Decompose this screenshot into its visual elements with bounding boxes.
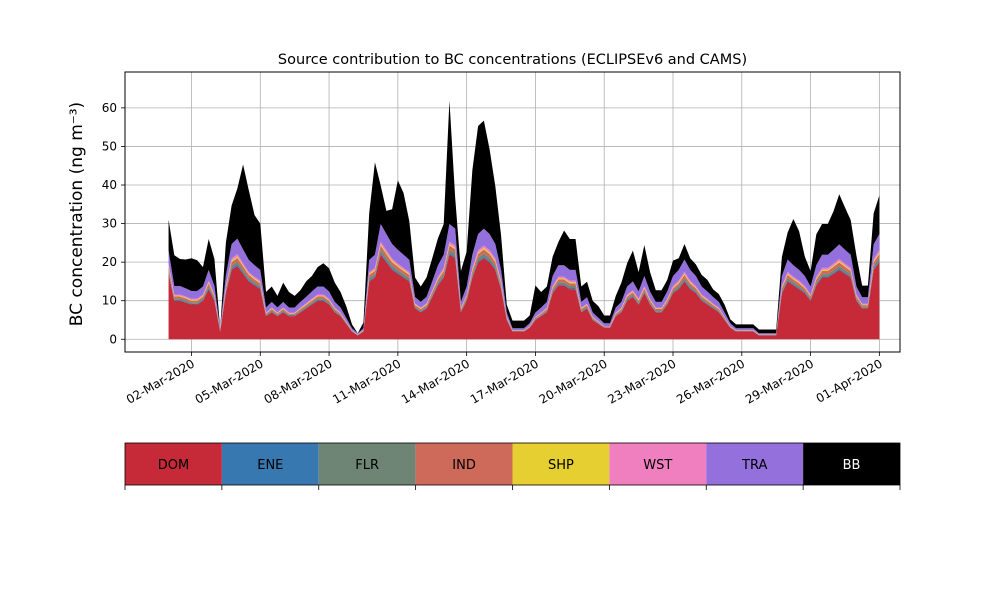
x-tick-label: 23-Mar-2020 xyxy=(605,356,678,406)
y-tick-label: 30 xyxy=(102,217,117,231)
x-tick-label: 08-Mar-2020 xyxy=(261,356,334,406)
x-tick-label: 17-Mar-2020 xyxy=(468,356,541,406)
y-tick-label: 0 xyxy=(109,332,117,346)
grid-lines xyxy=(125,72,900,352)
x-tick-label: 20-Mar-2020 xyxy=(537,356,610,406)
legend-frame xyxy=(124,442,901,486)
x-tick-label: 11-Mar-2020 xyxy=(330,356,403,406)
y-tick-label: 50 xyxy=(102,139,117,153)
x-tick-label: 05-Mar-2020 xyxy=(193,356,266,406)
legend-label-dom: DOM xyxy=(158,458,189,473)
legend-label-wst: WST xyxy=(643,458,672,473)
legend-label-shp: SHP xyxy=(548,458,574,473)
x-tick-label: 26-Mar-2020 xyxy=(674,356,747,406)
legend-label-ene: ENE xyxy=(257,458,283,473)
legend-swatch-ene xyxy=(221,443,319,485)
x-tick-label: 02-Mar-2020 xyxy=(124,356,197,406)
x-tick-label: 01-Apr-2020 xyxy=(814,356,885,405)
legend-swatch-wst xyxy=(609,443,707,485)
legend-label-flr: FLR xyxy=(355,458,379,473)
legend-label-tra: TRA xyxy=(741,458,767,473)
y-axis-label: BC concentration (ng m⁻³) xyxy=(67,102,87,326)
legend: DOM ENE FLR IND SHP WST TRA BB xyxy=(124,442,901,490)
legend-swatch-tra xyxy=(706,443,804,485)
legend-label-bb: BB xyxy=(843,458,861,473)
legend-swatch-ind xyxy=(415,443,513,485)
y-tick-label: 20 xyxy=(102,255,117,269)
legend-label-ind: IND xyxy=(452,458,476,473)
chart-title: Source contribution to BC concentrations… xyxy=(278,52,747,68)
area-series-dom xyxy=(168,254,880,340)
legend-swatch-shp xyxy=(512,443,610,485)
y-tick-label: 60 xyxy=(102,101,117,115)
x-tick-label: 14-Mar-2020 xyxy=(399,356,472,406)
stacked-areas xyxy=(168,100,880,340)
legend-swatch-flr xyxy=(318,443,416,485)
y-tick-label: 40 xyxy=(102,178,117,192)
x-tick-label: 29-Mar-2020 xyxy=(743,356,816,406)
area-series-bb xyxy=(168,100,880,334)
plot-frame xyxy=(124,71,901,353)
legend-swatch-dom xyxy=(125,443,222,485)
legend-swatch-bb xyxy=(803,443,900,485)
y-tick-label: 10 xyxy=(102,294,117,308)
